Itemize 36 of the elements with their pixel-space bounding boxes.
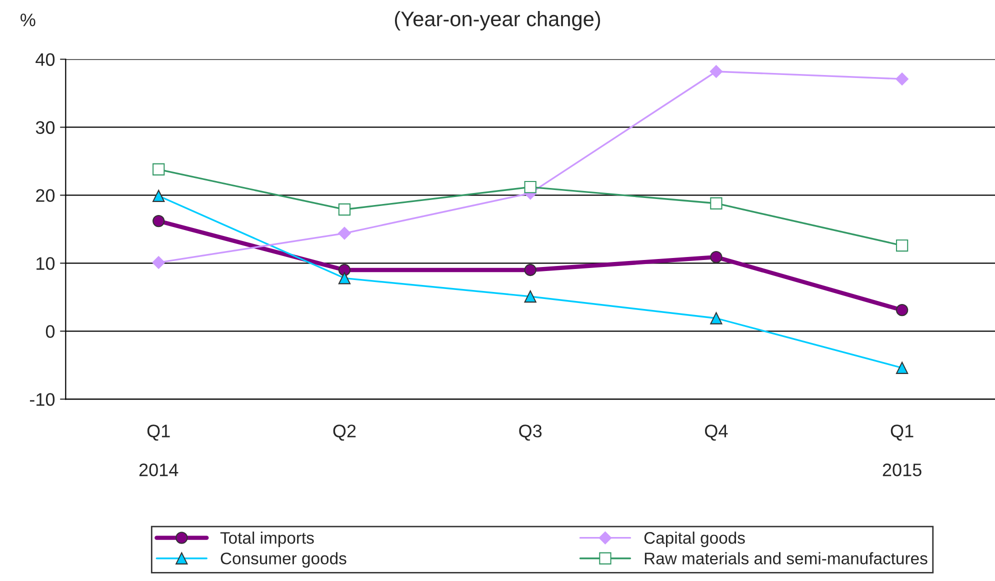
y-axis-title: % (20, 14, 36, 26)
x-tick-label: Q3 (519, 424, 542, 441)
point (152, 190, 165, 202)
point (338, 226, 351, 240)
category-label: Q1 2014 (139, 424, 178, 476)
point (896, 72, 908, 86)
point (896, 239, 908, 252)
y-tick-label: -10 (30, 393, 55, 406)
point (338, 264, 351, 276)
y-tick-label: 20 (36, 189, 55, 202)
point (896, 304, 908, 316)
y-tick-label: 0 (46, 325, 55, 338)
category-label: Q1 2015 (882, 424, 922, 476)
point (338, 203, 351, 216)
point (152, 214, 165, 228)
point (710, 251, 722, 264)
x-tick-label: Q4 (705, 424, 728, 441)
point (524, 290, 536, 303)
point (152, 256, 166, 269)
point (710, 197, 722, 210)
legend-label: Capital goods (644, 532, 745, 548)
legend-label: Consumer goods (220, 552, 346, 568)
legend-label: Raw materials and semi-manufactures (644, 552, 928, 564)
y-tick-label: 10 (36, 257, 55, 270)
y-tick-label: 40 (36, 53, 55, 66)
point (896, 362, 908, 374)
point (524, 264, 536, 276)
y-tick-label: 30 (36, 121, 55, 134)
point (524, 180, 536, 194)
point (710, 65, 723, 78)
legend-label: Total imports (220, 532, 314, 548)
point (152, 163, 165, 176)
x-tick-label: Q2 (333, 424, 356, 441)
chart-title: (Year-on-year change) (394, 11, 600, 30)
point (338, 272, 351, 284)
point (710, 312, 722, 324)
